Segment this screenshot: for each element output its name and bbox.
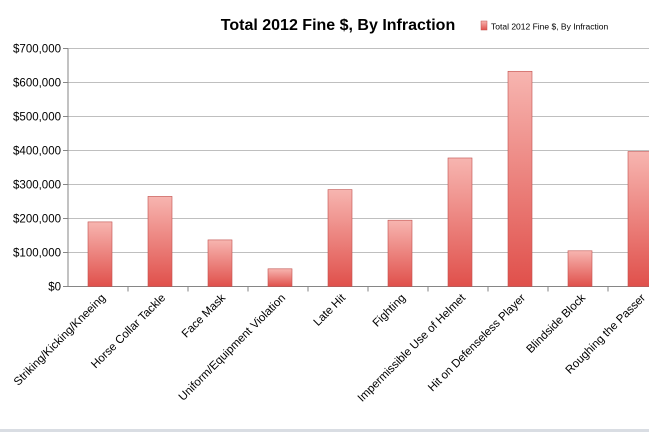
bar	[327, 189, 353, 287]
x-category-label: Blindside Block	[524, 292, 588, 356]
bar	[627, 151, 649, 287]
bar	[447, 157, 473, 287]
legend-label: Total 2012 Fine $, By Infraction	[491, 22, 608, 32]
y-tick-label: $500,000	[13, 112, 61, 124]
y-tick-label: $700,000	[13, 44, 61, 56]
bar	[267, 268, 293, 287]
bar	[387, 219, 413, 287]
y-tick-label: $300,000	[13, 180, 61, 192]
x-category-label: Face Mask	[180, 292, 228, 340]
legend-swatch	[480, 20, 488, 31]
x-category-label: Uniform/Equipment Violation	[177, 292, 288, 403]
x-category-label: Impermissible Use of Helmet	[356, 292, 469, 405]
window-bottom-border	[0, 429, 649, 432]
x-category-label: Fighting	[371, 292, 408, 329]
legend: Total 2012 Fine $, By Infraction	[480, 20, 608, 32]
bar	[567, 250, 593, 287]
x-category-label: Striking/Kicking/Kneeing	[12, 292, 108, 388]
y-tick-label: $200,000	[13, 214, 61, 226]
x-category-label: Hit on Defenseless Player	[426, 292, 528, 394]
y-tick-label: $400,000	[13, 146, 61, 158]
bar	[147, 196, 173, 287]
bar	[507, 70, 533, 287]
y-tick-label: $0	[48, 282, 61, 294]
chart-title: Total 2012 Fine $, By Infraction	[221, 17, 455, 34]
y-tick-label: $600,000	[13, 78, 61, 90]
x-category-label: Late Hit	[312, 292, 349, 329]
bar	[87, 221, 113, 287]
bar	[207, 239, 233, 287]
y-tick-label: $100,000	[13, 248, 61, 260]
